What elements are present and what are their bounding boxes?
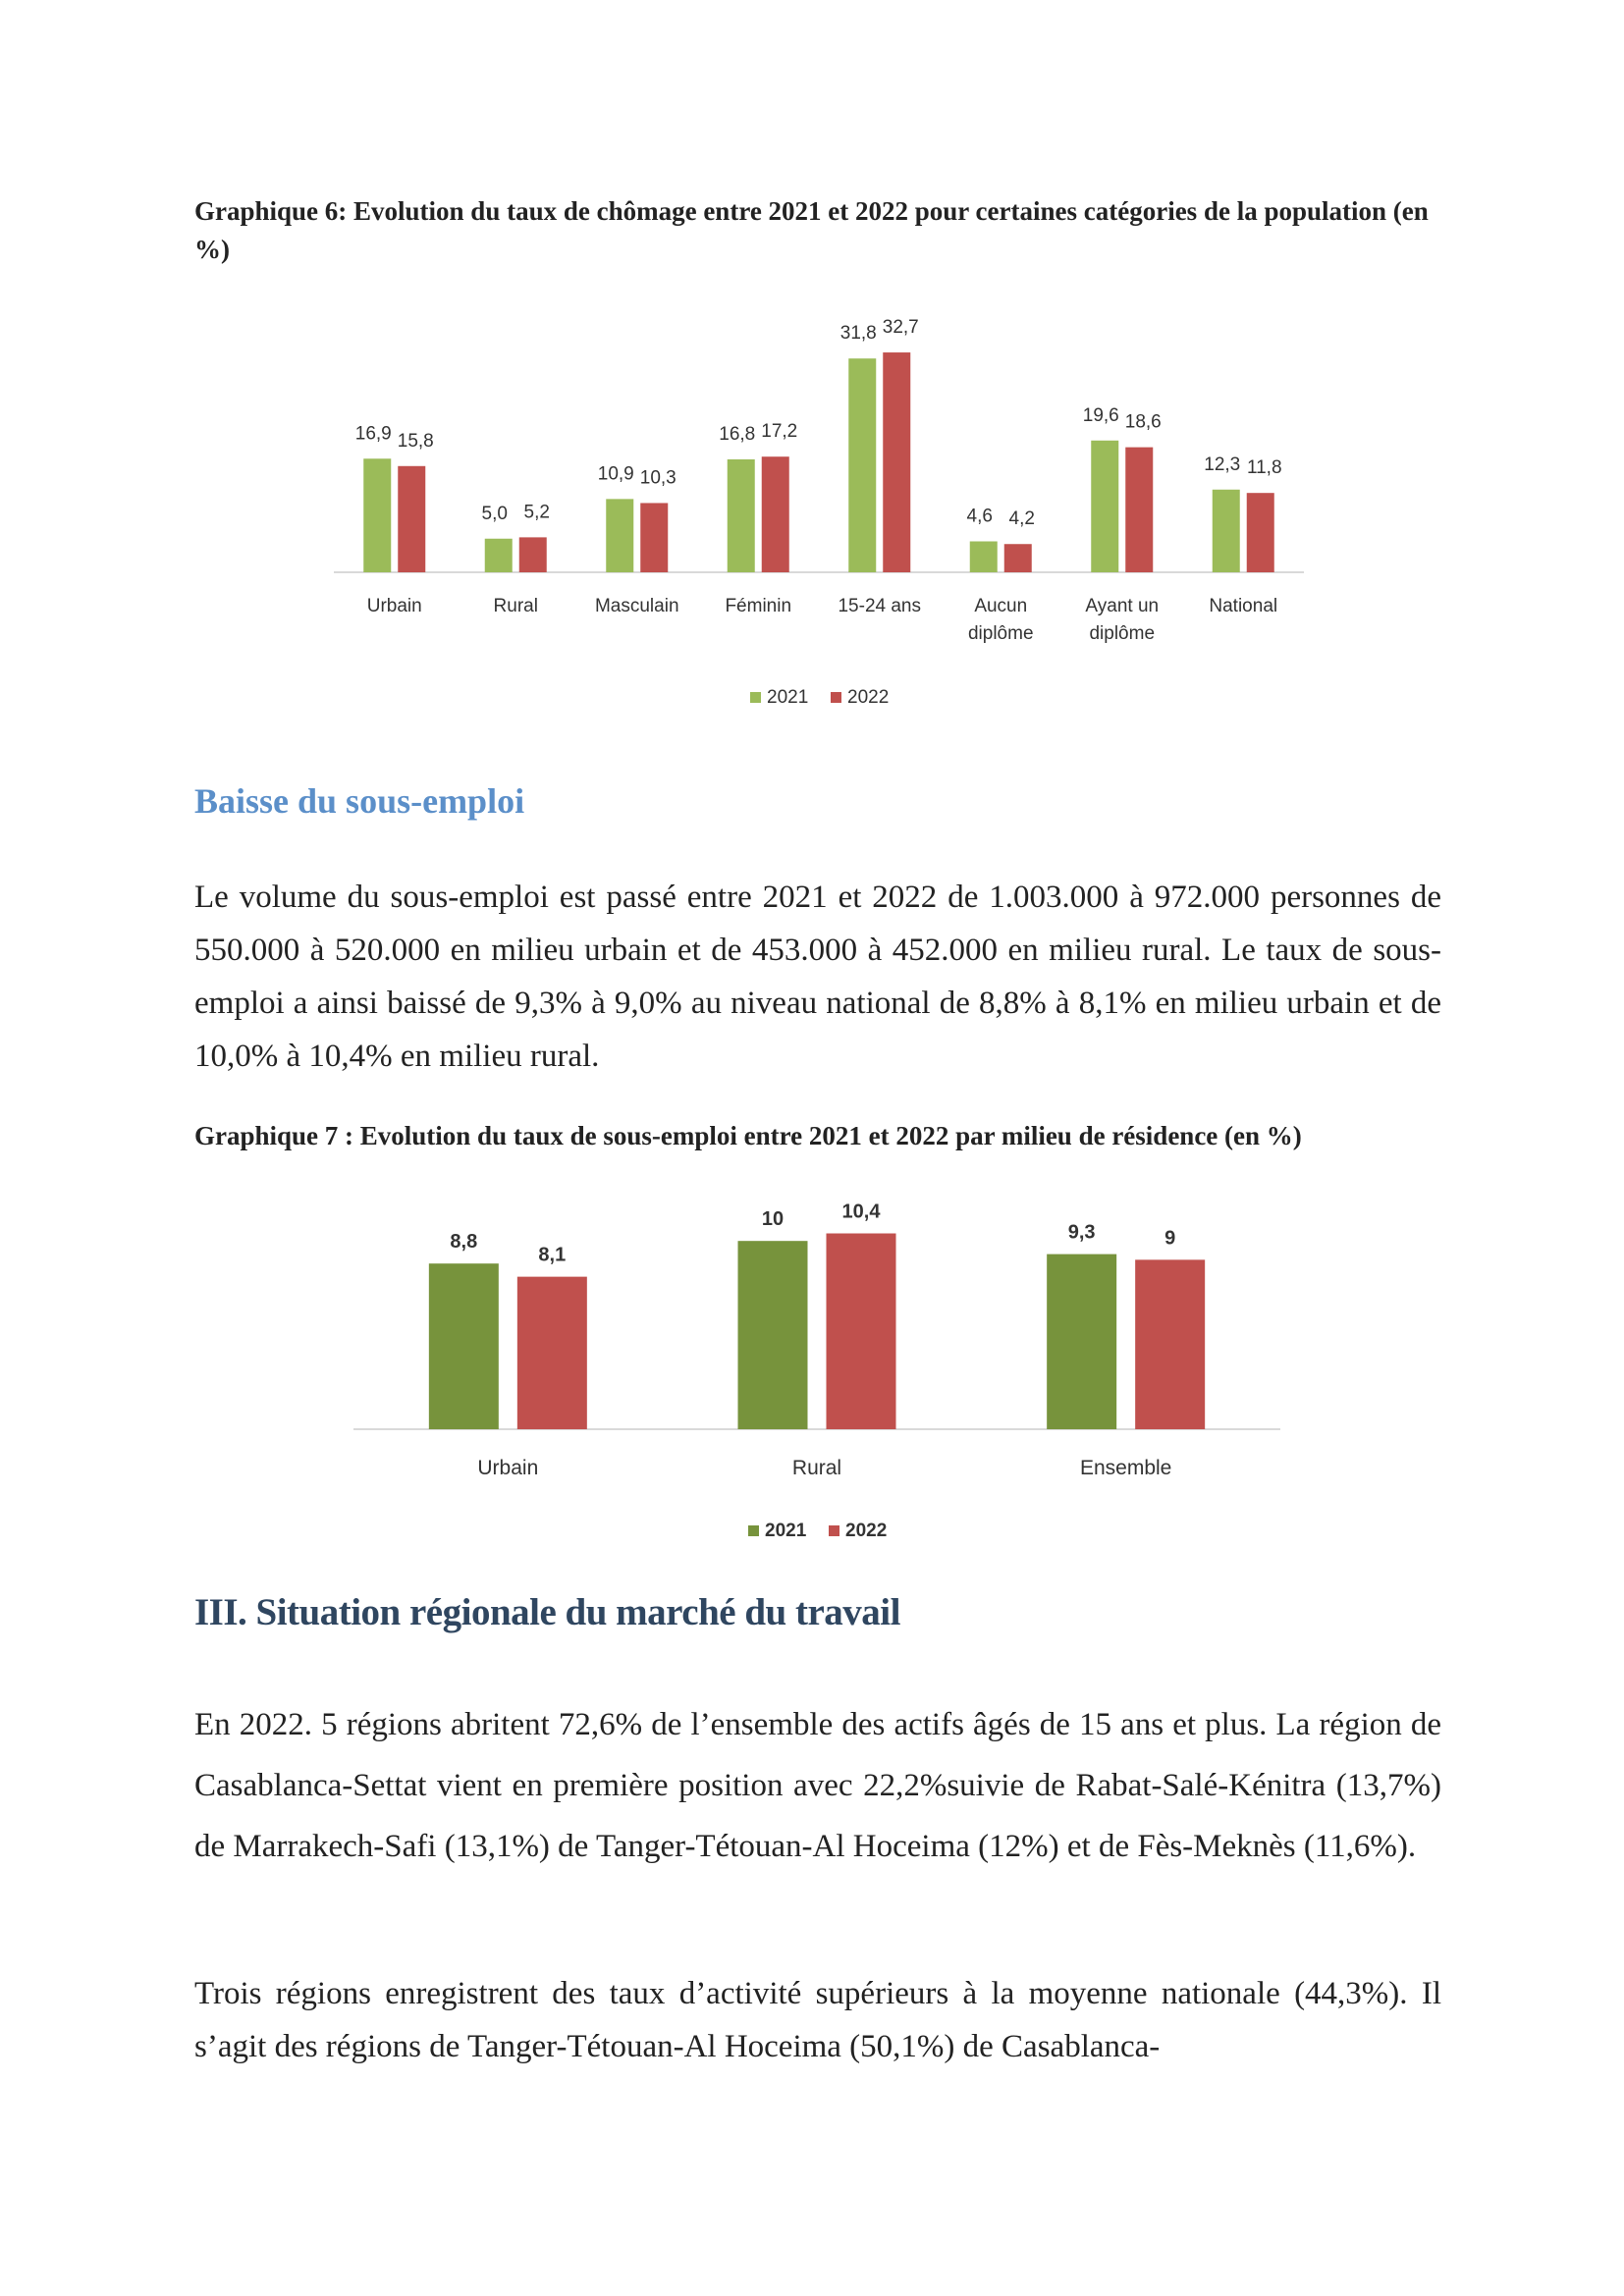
data-label-2021-0: 8,8: [450, 1231, 477, 1253]
data-label-2021-1: 5,0: [482, 504, 508, 524]
data-label-2022-6: 18,6: [1125, 412, 1162, 433]
category-label-0: Urbain: [367, 596, 422, 616]
bar-2022-6: [1125, 447, 1154, 572]
data-label-2022-5: 4,2: [1009, 508, 1035, 529]
data-label-2022-2: 9: [1164, 1227, 1175, 1249]
bar-2021-4: [848, 358, 877, 572]
category-label-7: National: [1209, 596, 1277, 616]
graph7-svg: 8,8 8,1 Urbain 10 10,4 Rural 9,3 9 Ensemble 2021 2…: [353, 1201, 1280, 1541]
regional-paragraph-2: Trois régions enregistrent des taux d’ac…: [194, 1976, 1441, 2064]
data-label-2022-4: 32,7: [883, 317, 919, 338]
underemployment-paragraph: Le volume du sous-emploi est passé entre…: [194, 880, 1441, 1074]
category-label-3: Féminin: [725, 596, 791, 616]
graph7-caption: Graphique 7 : Evolution du taux de sous-…: [194, 1121, 1302, 1150]
data-label-2021-6: 19,6: [1083, 405, 1119, 426]
bar-2022-0: [398, 465, 426, 572]
bar-2021-0: [363, 458, 392, 572]
section-title-underemployment: Baisse du sous-emploi: [194, 781, 525, 821]
legend-label-2021: 2021: [767, 687, 808, 708]
graph6-unemployment-chart: 16,9 15,8 Urbain 5,0 5,2 Rural 10,9 10,3 Mascula…: [334, 294, 1335, 726]
category-label-4: 15-24 ans: [838, 596, 921, 616]
legend-label-2021: 2021: [765, 1521, 807, 1541]
category-label-5: Aucun: [974, 596, 1027, 616]
bar-2022-1: [518, 537, 547, 572]
data-label-2022-0: 8,1: [538, 1245, 566, 1266]
legend-swatch-2022: [829, 1525, 839, 1536]
bar-2021-7: [1212, 489, 1240, 572]
category-label-1: Rural: [494, 596, 538, 616]
bar-2021-0: [428, 1263, 499, 1429]
data-label-2021-1: 10: [762, 1208, 784, 1230]
category-label-6: Ayant un: [1085, 596, 1159, 616]
data-label-2021-3: 16,8: [719, 424, 755, 445]
graph6-svg: 16,9 15,8 Urbain 5,0 5,2 Rural 10,9 10,3 Mascula…: [334, 317, 1304, 708]
bar-2021-5: [969, 541, 998, 572]
data-label-2021-2: 10,9: [598, 463, 634, 484]
legend-swatch-2021: [748, 1525, 759, 1536]
bar-2022-2: [640, 503, 669, 572]
bar-2022-4: [883, 352, 911, 572]
bar-2021-2: [606, 499, 634, 572]
data-label-2022-1: 5,2: [524, 502, 550, 522]
bar-2022-3: [761, 456, 789, 572]
category-label-6: diplôme: [1089, 623, 1155, 644]
bar-2022-2: [1135, 1259, 1206, 1429]
graph7-underemployment-chart: 8,8 8,1 Urbain 10 10,4 Rural 9,3 9 Ensemble 2021 2…: [353, 1188, 1286, 1561]
category-label-0: Urbain: [477, 1457, 538, 1479]
bar-2021-6: [1091, 440, 1119, 572]
data-label-2022-7: 11,8: [1247, 457, 1282, 478]
bar-2022-0: [516, 1276, 587, 1429]
graph6-caption: Graphique 6: Evolution du taux de chômag…: [194, 196, 1429, 264]
bar-2021-3: [727, 458, 755, 572]
bar-2021-1: [484, 538, 513, 572]
data-label-2021-2: 9,3: [1068, 1222, 1096, 1244]
category-label-5: diplôme: [968, 623, 1034, 644]
category-label-2: Ensemble: [1080, 1457, 1171, 1479]
bar-2022-5: [1003, 544, 1032, 572]
legend-label-2022: 2022: [847, 687, 889, 708]
bar-2021-1: [737, 1241, 808, 1429]
regional-paragraph-1: En 2022. 5 régions abritent 72,6% de l’e…: [194, 1707, 1441, 1864]
category-label-2: Masculain: [595, 596, 679, 616]
data-label-2021-0: 16,9: [355, 423, 392, 444]
legend-label-2022: 2022: [845, 1521, 887, 1541]
bar-2021-2: [1047, 1254, 1117, 1429]
bar-2022-1: [826, 1233, 896, 1429]
bar-2022-7: [1246, 493, 1274, 572]
data-label-2022-3: 17,2: [761, 421, 797, 442]
data-label-2022-1: 10,4: [842, 1201, 882, 1223]
section-title-regional: III. Situation régionale du marché du tr…: [194, 1591, 900, 1633]
category-label-1: Rural: [792, 1457, 841, 1479]
data-label-2021-4: 31,8: [840, 323, 877, 344]
data-label-2021-7: 12,3: [1204, 454, 1240, 475]
data-label-2022-2: 10,3: [640, 467, 677, 488]
data-label-2021-5: 4,6: [967, 506, 993, 526]
legend-swatch-2021: [750, 692, 761, 703]
data-label-2022-0: 15,8: [398, 431, 434, 452]
legend-swatch-2022: [831, 692, 841, 703]
